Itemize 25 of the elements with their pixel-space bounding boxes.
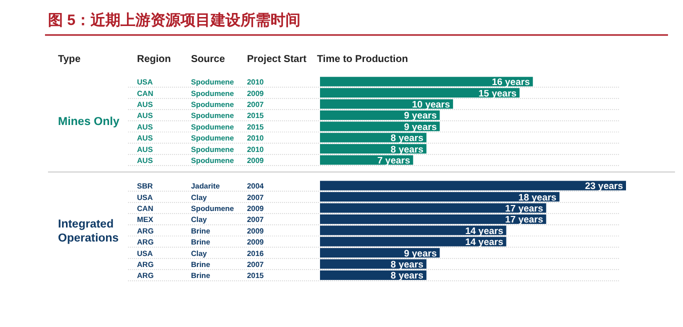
data-label: 16 years — [492, 77, 530, 88]
x-axis-title: Time to Production — [317, 54, 408, 65]
data-label: 8 years — [390, 144, 424, 156]
data-label: 10 years — [412, 100, 450, 110]
data-label: 18 years — [518, 192, 556, 204]
data-label: 23 years — [584, 181, 623, 192]
data-label: 14 years — [465, 226, 504, 237]
data-label: 8 years — [390, 133, 424, 144]
text: Source — [191, 54, 226, 65]
data-label: 8 years — [390, 260, 424, 270]
data-label: 9 years — [404, 122, 437, 133]
data-label: 17 years — [505, 204, 544, 214]
data-label: 14 years — [465, 237, 504, 248]
data-label: 8 years — [390, 270, 424, 282]
data-label: 15 years — [478, 88, 517, 100]
text: Type — [58, 54, 82, 65]
y-axis-title: Integrated Operations — [58, 218, 119, 244]
text: Region — [137, 54, 171, 65]
text: 图 5：近期上游资源项目建设所需时间 — [48, 12, 301, 29]
text: Project Start — [247, 54, 308, 65]
y-axis-title: Mines Only — [58, 116, 120, 128]
data-label: 9 years — [404, 110, 437, 122]
data-label: 9 years — [404, 248, 437, 260]
data-label: 17 years — [505, 214, 544, 226]
data-label: 7 years — [377, 156, 410, 166]
